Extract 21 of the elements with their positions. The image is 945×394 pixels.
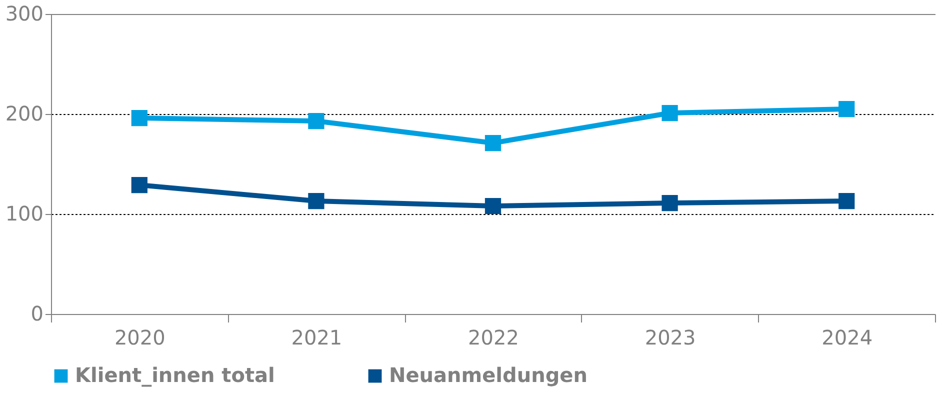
point — [484, 198, 502, 214]
point — [838, 100, 855, 118]
legend-label: Klient_innen total — [75, 363, 275, 387]
x-tick-label: 2023 — [644, 326, 696, 350]
y-tick-label: 0 — [30, 302, 44, 326]
legend-label: Neuanmeldungen — [389, 363, 588, 387]
point — [838, 192, 855, 210]
x-tick-label: 2021 — [291, 326, 342, 350]
y-tick-label: 300 — [5, 2, 44, 26]
x-tick-label: 2020 — [114, 326, 166, 350]
point — [484, 134, 502, 152]
point — [662, 104, 678, 122]
x-tick-label: 2022 — [468, 326, 519, 350]
point — [131, 176, 148, 194]
point — [662, 194, 678, 212]
point — [308, 112, 324, 130]
point — [308, 192, 324, 210]
y-tick-label: 100 — [5, 202, 44, 226]
x-tick-label: 2024 — [822, 326, 873, 350]
point — [131, 110, 148, 126]
y-tick-label: 200 — [5, 102, 44, 126]
